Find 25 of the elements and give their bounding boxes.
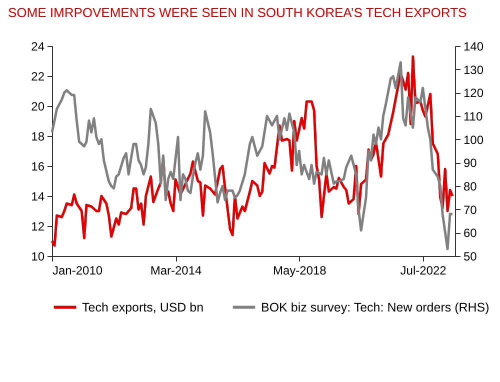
legend-label: Tech exports, USD bn	[82, 300, 204, 314]
y2-tick-label: 90	[464, 156, 478, 170]
y2-tick-label: 140	[464, 40, 484, 54]
y2-tick-label: 130	[464, 62, 484, 77]
y2-tick-label: 50	[464, 250, 478, 264]
y2-tick-label: 100	[464, 132, 484, 147]
x-tick-label: May-2018	[272, 264, 327, 278]
y-tick-label: 22	[31, 70, 45, 84]
y-tick-label: 24	[31, 40, 45, 54]
y-tick-label: 12	[31, 220, 45, 234]
y-tick-label: 18	[31, 130, 45, 144]
y-tick-label: 16	[31, 160, 45, 174]
y2-tick-label: 110	[464, 110, 483, 124]
x-tick-label: Jul-2022	[400, 264, 447, 278]
y2-tick-label: 120	[464, 86, 484, 100]
x-tick-label: Jan-2010	[52, 264, 103, 278]
y2-tick-label: 80	[464, 180, 478, 194]
y-tick-label: 20	[31, 100, 45, 114]
y-tick-label: 10	[31, 250, 45, 264]
y-tick-label: 14	[31, 190, 45, 204]
y2-tick-label: 70	[464, 202, 478, 217]
x-tick-label: Mar-2014	[150, 264, 202, 278]
legend-label: BOK biz survey: Tech: New orders (RHS)	[261, 300, 490, 314]
chart-title: SOME IMRPOVEMENTS WERE SEEN IN SOUTH KOREA’S TECH EXPORTS	[8, 5, 468, 20]
y2-tick-label: 60	[464, 226, 478, 240]
